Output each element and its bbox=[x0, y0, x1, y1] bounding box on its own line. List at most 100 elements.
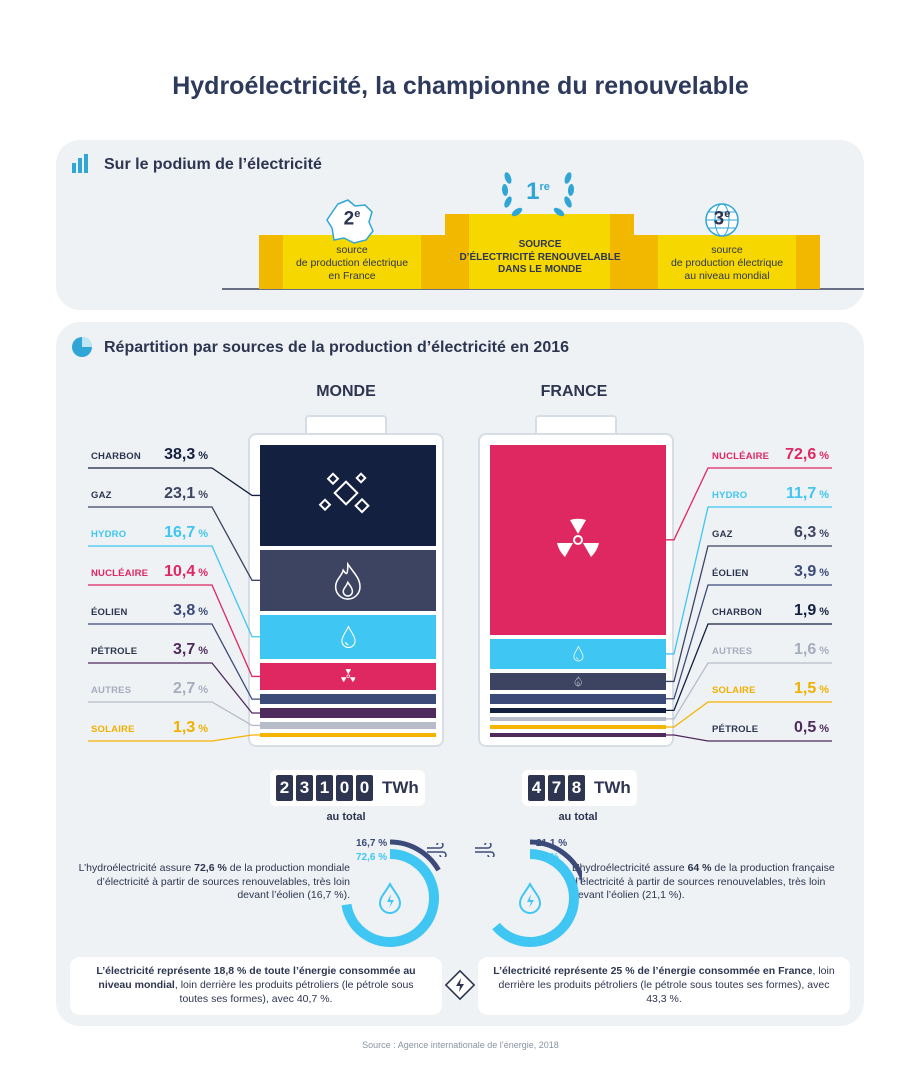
legend-value: 11,7% bbox=[785, 485, 829, 502]
france-segment-solaire bbox=[490, 725, 666, 729]
legend-label: PÉTROLE bbox=[91, 646, 138, 657]
monde-segment-autres bbox=[260, 721, 436, 729]
legend-value: 10,4% bbox=[164, 563, 208, 580]
drop-icon bbox=[260, 615, 436, 659]
laurel-wreath-icon bbox=[501, 172, 575, 217]
monde-gauge-wind-label: 16,7 % bbox=[356, 838, 388, 849]
france-legend-charbon: CHARBON 1,9% bbox=[0, 602, 921, 622]
legend-label: SOLAIRE bbox=[91, 724, 135, 735]
monde-legend-petrole: PÉTROLE 3,7% bbox=[0, 641, 921, 661]
france-share-text: L’hydroélectricité assure 64 % de la pro… bbox=[572, 862, 835, 901]
france-legend-hydro: HYDRO 11,7% bbox=[0, 485, 921, 505]
legend-value: 16,7% bbox=[164, 524, 208, 541]
monde-share-text: L’hydroélectricité assure 72,6 % de la p… bbox=[78, 862, 350, 901]
monde-footnote: L’électricité représente 18,8 % de toute… bbox=[70, 957, 442, 1015]
podium-baseline bbox=[222, 288, 864, 290]
flame-icon bbox=[260, 550, 436, 611]
podium-second-rank: 2e bbox=[343, 208, 361, 230]
france-segment-eolien bbox=[490, 693, 666, 704]
drop-icon bbox=[490, 639, 666, 670]
monde-gauge-hydro-label: 72,6 % bbox=[356, 852, 388, 863]
france-segment-petrole bbox=[490, 733, 666, 737]
repartition-section-title: Répartition par sources de la production… bbox=[104, 339, 570, 356]
legend-label: SOLAIRE bbox=[712, 685, 756, 696]
legend-value: 1,6% bbox=[793, 641, 829, 658]
france-battery bbox=[478, 433, 674, 747]
monde-legend-hydro: HYDRO 16,7% bbox=[0, 524, 921, 544]
legend-label: ÉOLIEN bbox=[712, 568, 749, 579]
lightning-icon bbox=[444, 969, 476, 1001]
podium-second-text: source de production électrique en Franc… bbox=[295, 244, 409, 282]
legend-label: NUCLÉAIRE bbox=[712, 451, 770, 462]
podium-second-block bbox=[259, 235, 445, 289]
france-footnote: L’électricité représente 25 % de l’énerg… bbox=[478, 957, 850, 1015]
counter-digit: 8 bbox=[568, 775, 585, 801]
counter-digit: 7 bbox=[548, 775, 565, 801]
podium-panel: Sur le podium de l’électricité 2e source… bbox=[56, 140, 864, 310]
monde-wind-icon bbox=[427, 843, 447, 857]
counter-digit: 3 bbox=[296, 775, 313, 801]
monde-total-counter: 2 3 1 0 0 TWh bbox=[270, 770, 425, 806]
hydro-drop-icon bbox=[518, 881, 542, 914]
podium-first-rank: 1re bbox=[526, 178, 550, 205]
gauge-wind-arc bbox=[529, 839, 582, 886]
monde-segment-hydro bbox=[260, 614, 436, 659]
legend-label: PÉTROLE bbox=[712, 724, 759, 735]
france-legend-nucleaire: NUCLÉAIRE 72,6% bbox=[0, 446, 921, 466]
legend-label: HYDRO bbox=[712, 490, 748, 501]
counter-digit: 2 bbox=[276, 775, 293, 801]
legend-label: CHARBON bbox=[712, 607, 762, 618]
monde-segment-charbon bbox=[260, 445, 436, 546]
monde-total-label: au total bbox=[326, 811, 366, 823]
monde-legend-nucleaire: NUCLÉAIRE 10,4% bbox=[0, 563, 921, 583]
legend-value: 1,5% bbox=[793, 680, 829, 697]
podium-third-rank: 3e bbox=[713, 208, 731, 230]
france-segment-hydro bbox=[490, 638, 666, 670]
nuclear-icon bbox=[260, 663, 436, 690]
france-total-counter: 4 7 8 TWh bbox=[522, 770, 637, 806]
monde-battery-cap bbox=[305, 415, 387, 435]
gauge-hydro-arc bbox=[492, 849, 579, 947]
legend-label: HYDRO bbox=[91, 529, 127, 540]
france-legend-eolien: ÉOLIEN 3,9% bbox=[0, 563, 921, 583]
france-title: FRANCE bbox=[540, 383, 608, 400]
monde-battery bbox=[248, 433, 444, 747]
globe-icon bbox=[705, 203, 739, 237]
counter-digit: 0 bbox=[336, 775, 353, 801]
france-map-icon bbox=[326, 199, 374, 244]
france-battery-cap bbox=[535, 415, 617, 435]
monde-legend-charbon: CHARBON 38,3% bbox=[0, 446, 921, 466]
flame-icon bbox=[490, 673, 666, 689]
repartition-panel: Répartition par sources de la production… bbox=[56, 322, 864, 1026]
monde-segment-nucleaire bbox=[260, 662, 436, 691]
podium-third-block bbox=[634, 235, 820, 289]
france-renewables-gauge bbox=[492, 839, 582, 947]
france-legend-gaz: GAZ 6,3% bbox=[0, 524, 921, 544]
monde-legend-gaz: GAZ 23,1% bbox=[0, 485, 921, 505]
monde-total-unit: TWh bbox=[382, 778, 419, 797]
legend-value: 23,1% bbox=[164, 485, 208, 502]
legend-value: 1,3% bbox=[172, 719, 208, 736]
legend-label: GAZ bbox=[712, 529, 733, 540]
france-segment-gaz bbox=[490, 673, 666, 690]
hydro-drop-icon bbox=[378, 881, 402, 914]
legend-value: 72,6% bbox=[785, 446, 829, 463]
france-gauge-hydro-label: 64 % bbox=[536, 852, 559, 863]
gauge-hydro-arc bbox=[341, 849, 439, 947]
monde-segment-gaz bbox=[260, 549, 436, 611]
monde-legend-eolien: ÉOLIEN 3,8% bbox=[0, 602, 921, 622]
podium-first-block bbox=[445, 214, 634, 289]
monde-legend-autres: AUTRES 2,7% bbox=[0, 680, 921, 700]
monde-segment-petrole bbox=[260, 708, 436, 718]
legend-value: 38,3% bbox=[164, 446, 208, 463]
podium-section-title: Sur le podium de l’électricité bbox=[104, 156, 322, 173]
counter-digit: 1 bbox=[316, 775, 333, 801]
france-segment-autres bbox=[490, 716, 666, 721]
france-legend-solaire: SOLAIRE 1,5% bbox=[0, 680, 921, 700]
legend-label: ÉOLIEN bbox=[91, 607, 128, 618]
counter-digit: 4 bbox=[528, 775, 545, 801]
legend-value: 3,7% bbox=[172, 641, 208, 658]
legend-value: 3,9% bbox=[793, 563, 829, 580]
legend-value: 3,8% bbox=[172, 602, 208, 619]
gauge-wind-arc bbox=[389, 839, 441, 872]
